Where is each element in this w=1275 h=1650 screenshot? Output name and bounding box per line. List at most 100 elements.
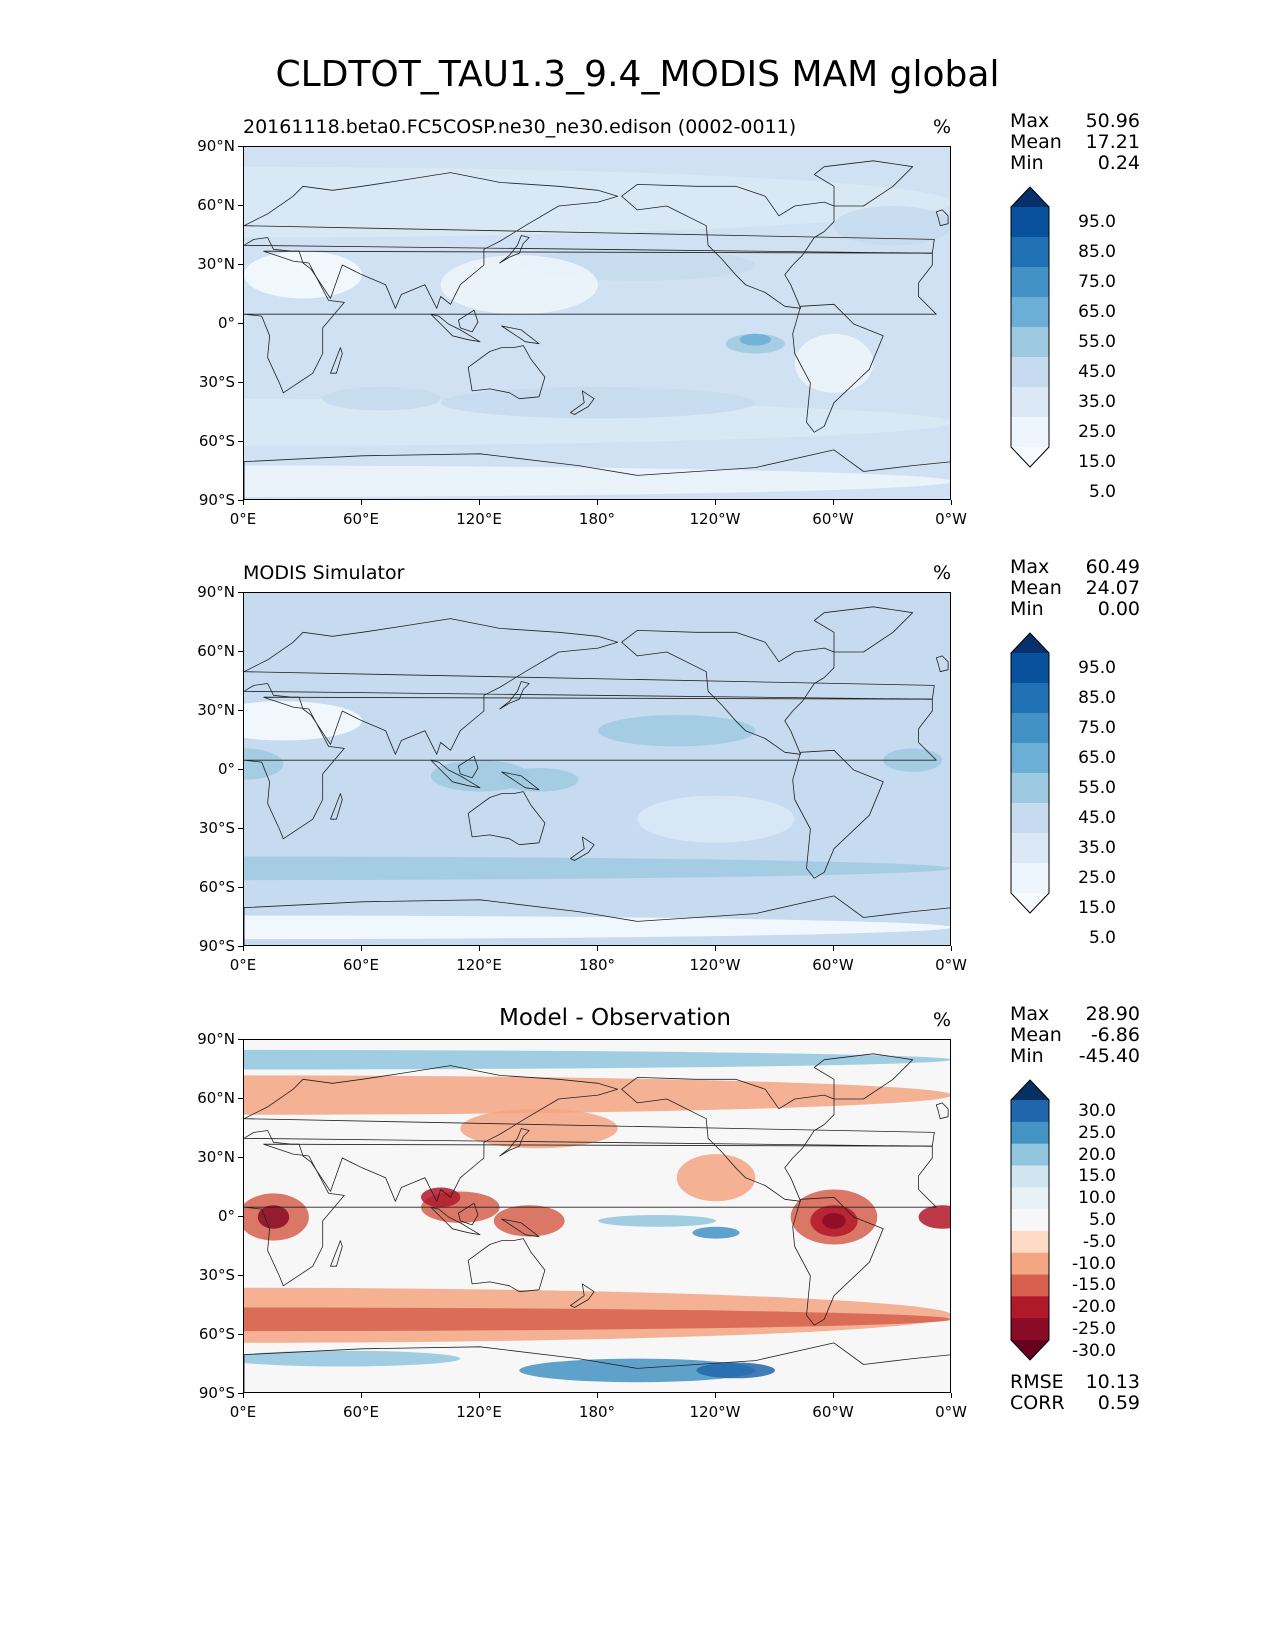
coastline-borneo <box>458 755 479 779</box>
coastline-uk <box>935 655 949 673</box>
lon-tick-label: 60°W <box>812 1403 854 1421</box>
coastline-newguinea <box>501 325 540 345</box>
lon-tick-mark <box>361 946 362 951</box>
lat-tick-label: 30°N <box>197 255 235 273</box>
colorbar-tick-label: 75.0 <box>1078 272 1116 292</box>
metric-value: 10.13 <box>1085 1371 1140 1393</box>
colorbar-band <box>1011 207 1049 238</box>
stat-name: Max <box>1010 110 1050 132</box>
coastline-indonesia <box>430 759 481 789</box>
colorbar-band <box>1011 863 1049 894</box>
lat-tick-label: 60°S <box>198 432 235 450</box>
stat-value: 24.07 <box>1085 577 1140 599</box>
lat-tick-mark <box>238 441 243 442</box>
lon-tick-label: 120°W <box>689 510 741 528</box>
lon-tick-mark <box>243 1393 244 1398</box>
coastline-australia <box>467 791 546 846</box>
coastline-borneo <box>458 309 479 333</box>
colorbar-band <box>1011 387 1049 418</box>
colorbar-tick-label: 85.0 <box>1078 688 1116 708</box>
colorbar-tick-label: 5.0 <box>1088 928 1116 948</box>
lon-tick-mark <box>833 946 834 951</box>
lon-tick-mark <box>833 1393 834 1398</box>
colorbar-band <box>1011 713 1049 744</box>
colorbar-extend-bottom <box>1011 893 1049 913</box>
lat-tick-mark <box>238 500 243 501</box>
coastline-eurasia <box>244 618 935 755</box>
colorbar-band <box>1011 1318 1049 1341</box>
colorbar-band <box>1011 683 1049 714</box>
lon-tick-mark <box>715 1393 716 1398</box>
lon-tick-mark <box>479 946 480 951</box>
coastline-borneo <box>458 1202 479 1226</box>
lat-tick-label: 60°S <box>198 878 235 896</box>
lon-tick-label: 60°W <box>812 510 854 528</box>
lat-tick-mark <box>238 323 243 324</box>
colorbar <box>1010 1079 1050 1361</box>
lat-tick-mark <box>238 592 243 593</box>
colorbar-tick-label: -20.0 <box>1072 1297 1116 1318</box>
contour-region <box>696 1362 775 1379</box>
colorbar-tick-label: 75.0 <box>1078 718 1116 738</box>
colorbar <box>1010 632 1050 914</box>
colorbar-tick-label: 15.0 <box>1078 898 1116 918</box>
contour-region <box>637 795 795 843</box>
lat-tick-mark <box>238 710 243 711</box>
contour-region <box>421 1187 461 1208</box>
coastline-antarctica <box>244 449 950 499</box>
coastline-indonesia <box>430 313 481 343</box>
colorbar-band <box>1011 833 1049 864</box>
coastline-greenland <box>813 160 914 207</box>
colorbar-tick-label: -30.0 <box>1072 1340 1116 1361</box>
coastline-madagascar <box>330 1240 343 1267</box>
metric-value: 0.59 <box>1097 1392 1140 1414</box>
stat-value: 17.21 <box>1085 131 1140 153</box>
contour-region <box>244 701 362 741</box>
contour-region <box>739 333 771 346</box>
lat-tick-mark <box>238 828 243 829</box>
map-panel <box>243 592 951 946</box>
contour-region <box>257 1205 290 1229</box>
lat-tick-label: 30°S <box>198 1266 235 1284</box>
lon-tick-mark <box>715 946 716 951</box>
metric-name: CORR <box>1010 1392 1065 1414</box>
lat-tick-mark <box>238 946 243 947</box>
lat-tick-mark <box>238 205 243 206</box>
colorbar-extend-bottom <box>1011 1340 1049 1360</box>
lat-tick-mark <box>238 1393 243 1394</box>
contour-region <box>598 715 756 747</box>
colorbar-tick-label: 5.0 <box>1088 1210 1116 1230</box>
lat-tick-label: 60°N <box>197 642 235 660</box>
contour-region <box>676 1154 756 1202</box>
stat-value: 28.90 <box>1085 1003 1140 1025</box>
colorbar-extend-top <box>1011 187 1049 207</box>
contour-region <box>244 856 950 881</box>
colorbar-tick-label: 45.0 <box>1078 808 1116 828</box>
contour-region <box>244 628 950 676</box>
lat-tick-mark <box>238 146 243 147</box>
lat-tick-mark <box>238 1098 243 1099</box>
colorbar-extend-bottom <box>1011 447 1049 467</box>
units-label: % <box>933 1009 952 1031</box>
coastline-africa <box>244 250 937 394</box>
coastline-nz <box>570 836 595 861</box>
colorbar-tick-label: 15.0 <box>1078 1166 1116 1187</box>
coastline-samerica <box>792 1196 884 1326</box>
lon-tick-mark <box>243 500 244 505</box>
coastline-antarctica <box>244 1342 950 1392</box>
contour-region <box>244 251 362 299</box>
coastline-uk <box>935 1102 949 1120</box>
lat-tick-mark <box>238 651 243 652</box>
page-title: CLDTOT_TAU1.3_9.4_MODIS MAM global <box>275 54 1000 95</box>
colorbar-tick-label: 45.0 <box>1078 362 1116 382</box>
colorbar-band <box>1011 267 1049 298</box>
lon-tick-mark <box>243 946 244 951</box>
coastline-eurasia <box>244 1065 935 1202</box>
coastline-africa <box>244 1143 937 1287</box>
lon-tick-label: 180° <box>578 510 616 528</box>
colorbar-tick-label: 20.0 <box>1078 1144 1116 1165</box>
coastline-antarctica <box>244 895 950 945</box>
lon-tick-mark <box>361 500 362 505</box>
lon-tick-label: 0°E <box>229 510 257 528</box>
colorbar-extend-top <box>1011 633 1049 653</box>
